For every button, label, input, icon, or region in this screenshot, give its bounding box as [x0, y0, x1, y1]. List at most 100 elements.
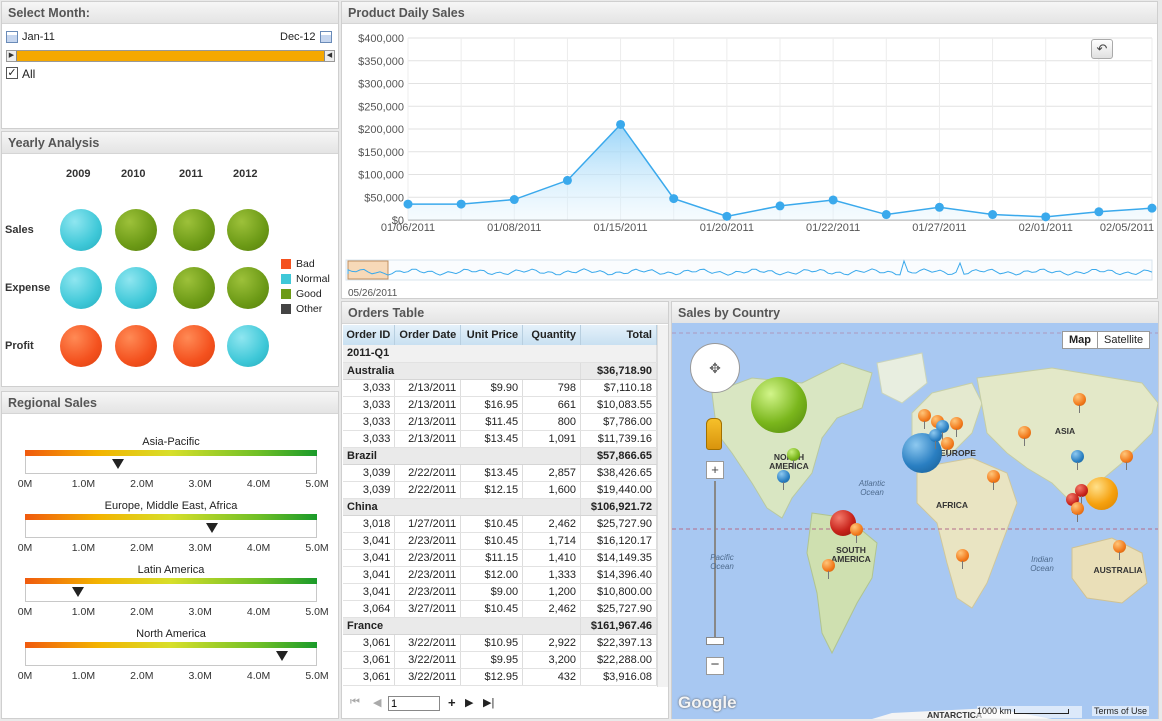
zoom-in-button[interactable]: +	[706, 461, 724, 479]
zoom-slider[interactable]	[714, 481, 716, 641]
map-pin[interactable]	[822, 559, 835, 579]
reset-zoom-button[interactable]: ↶	[1091, 39, 1113, 59]
terms-of-use-link[interactable]: Terms of Use	[1092, 706, 1150, 716]
map-pin[interactable]	[1075, 484, 1088, 504]
data-point[interactable]	[669, 194, 679, 204]
table-row[interactable]: 3,039 2/22/2011 $12.15 1,600 $19,440.00	[343, 481, 657, 499]
zoom-slider-thumb[interactable]	[706, 637, 724, 645]
range-left-handle[interactable]: ▶	[7, 51, 17, 61]
table-row[interactable]: 3,064 3/27/2011 $10.45 2,462 $25,727.90	[343, 600, 657, 618]
last-page-icon[interactable]: ▶|	[483, 697, 495, 709]
data-point[interactable]	[1094, 207, 1104, 217]
status-circle-normal[interactable]	[60, 267, 102, 309]
calendar-start-icon[interactable]	[6, 31, 18, 43]
map-pin[interactable]	[929, 429, 942, 449]
column-header[interactable]: Order Date	[394, 325, 462, 345]
map-pin[interactable]	[950, 417, 963, 437]
map-pin[interactable]	[918, 409, 931, 429]
data-point[interactable]	[562, 175, 572, 185]
calendar-end-icon[interactable]	[320, 31, 332, 43]
map-type-button[interactable]: Map	[1062, 331, 1098, 349]
daily-sales-chart[interactable]: $0 $50,000 $100,000 $150,000 $200,000 $250,00…	[342, 24, 1157, 298]
prev-page-icon[interactable]: ◀	[373, 697, 382, 709]
data-point[interactable]	[1041, 212, 1051, 222]
table-row[interactable]: 3,033 2/13/2011 $13.45 1,091 $11,739.16	[343, 430, 657, 448]
table-row[interactable]: 3,041 2/23/2011 $10.45 1,714 $16,120.17	[343, 532, 657, 550]
map-pin[interactable]	[941, 437, 954, 457]
status-circle-good[interactable]	[173, 267, 215, 309]
gauge-tick-label: 3.0M	[188, 670, 212, 682]
table-row[interactable]: 3,018 1/27/2011 $10.45 2,462 $25,727.90	[343, 515, 657, 533]
table-row[interactable]: 3,033 2/13/2011 $16.95 661 $10,083.55	[343, 396, 657, 414]
pan-control[interactable]: ✥	[690, 343, 740, 393]
status-circle-good[interactable]	[227, 267, 269, 309]
column-header[interactable]: Quantity	[522, 325, 582, 345]
map-pin[interactable]	[956, 549, 969, 569]
data-point[interactable]	[1147, 203, 1157, 213]
map-pin[interactable]	[777, 470, 790, 490]
map-pin[interactable]	[1113, 540, 1126, 560]
all-checkbox[interactable]: ✓	[6, 67, 18, 79]
add-page-icon[interactable]: +	[448, 695, 456, 710]
status-circle-normal[interactable]	[227, 325, 269, 367]
y-tick-label: $50,000	[364, 192, 404, 204]
page-input[interactable]	[388, 696, 440, 711]
row-label-profit: Profit	[5, 340, 34, 352]
table-row[interactable]: 3,033 2/13/2011 $11.45 800 $7,786.00	[343, 413, 657, 431]
next-page-icon[interactable]: ▶	[465, 697, 474, 709]
sales-bubble-usa[interactable]	[751, 377, 807, 433]
map-pin[interactable]	[850, 523, 863, 543]
table-row[interactable]: 3,061 3/22/2011 $9.95 3,200 $22,288.00	[343, 651, 657, 669]
table-row[interactable]: 3,041 2/23/2011 $12.00 1,333 $14,396.40	[343, 566, 657, 584]
data-point[interactable]	[988, 210, 998, 220]
sales-by-country-title: Sales by Country	[672, 302, 1158, 324]
column-header[interactable]: Order ID	[343, 325, 396, 345]
pegman-icon[interactable]	[706, 418, 722, 450]
status-circle-bad[interactable]	[173, 325, 215, 367]
data-point[interactable]	[403, 199, 413, 209]
world-map[interactable]: Map Satellite ✥ + − NORTH AMERICA SOUTH …	[672, 323, 1158, 719]
status-circle-good[interactable]	[227, 209, 269, 251]
status-circle-normal[interactable]	[60, 209, 102, 251]
status-circle-normal[interactable]	[115, 267, 157, 309]
status-circle-bad[interactable]	[60, 325, 102, 367]
table-cell: $11.45	[460, 413, 524, 431]
data-point[interactable]	[775, 201, 785, 211]
table-row[interactable]: 3,039 2/22/2011 $13.45 2,857 $38,426.65	[343, 464, 657, 482]
map-pin[interactable]	[1120, 450, 1133, 470]
data-point[interactable]	[722, 211, 732, 221]
data-point[interactable]	[934, 202, 944, 212]
column-header[interactable]: Unit Price	[460, 325, 524, 345]
group-row[interactable]: Australia $36,718.90	[343, 362, 657, 380]
table-row[interactable]: 3,041 2/23/2011 $9.00 1,200 $10,800.00	[343, 583, 657, 601]
map-pin[interactable]	[1018, 426, 1031, 446]
data-point[interactable]	[828, 195, 838, 205]
map-pin[interactable]	[987, 470, 1000, 490]
map-pin[interactable]	[1071, 450, 1084, 470]
data-point[interactable]	[881, 210, 891, 220]
range-right-handle[interactable]: ◀	[324, 51, 334, 61]
vertical-scrollbar[interactable]	[657, 325, 668, 687]
month-range-slider[interactable]: ▶ ◀	[6, 50, 335, 62]
table-row[interactable]: 3,061 3/22/2011 $12.95 432 $3,916.08	[343, 668, 657, 686]
map-pin[interactable]	[787, 448, 800, 468]
data-point[interactable]	[456, 199, 466, 209]
table-row[interactable]: 3,041 2/23/2011 $11.15 1,410 $14,149.35	[343, 549, 657, 567]
group-row[interactable]: France $161,967.46	[343, 617, 657, 635]
data-point[interactable]	[509, 195, 519, 205]
group-row[interactable]: Brazil $57,866.65	[343, 447, 657, 465]
first-page-icon[interactable]: ⏮	[350, 696, 360, 708]
map-pin[interactable]	[1071, 502, 1084, 522]
map-pin[interactable]	[1073, 393, 1086, 413]
data-point[interactable]	[616, 119, 626, 129]
status-circle-good[interactable]	[115, 209, 157, 251]
status-circle-bad[interactable]	[115, 325, 157, 367]
table-row[interactable]: 3,061 3/22/2011 $10.95 2,922 $22,397.13	[343, 634, 657, 652]
sales-bubble-china[interactable]	[1085, 477, 1118, 510]
table-row[interactable]: 3,033 2/13/2011 $9.90 798 $7,110.18	[343, 379, 657, 397]
zoom-out-button[interactable]: −	[706, 657, 724, 675]
group-row[interactable]: China $106,921.72	[343, 498, 657, 516]
status-circle-good[interactable]	[173, 209, 215, 251]
satellite-type-button[interactable]: Satellite	[1097, 331, 1151, 349]
column-header[interactable]: Total	[580, 325, 657, 345]
